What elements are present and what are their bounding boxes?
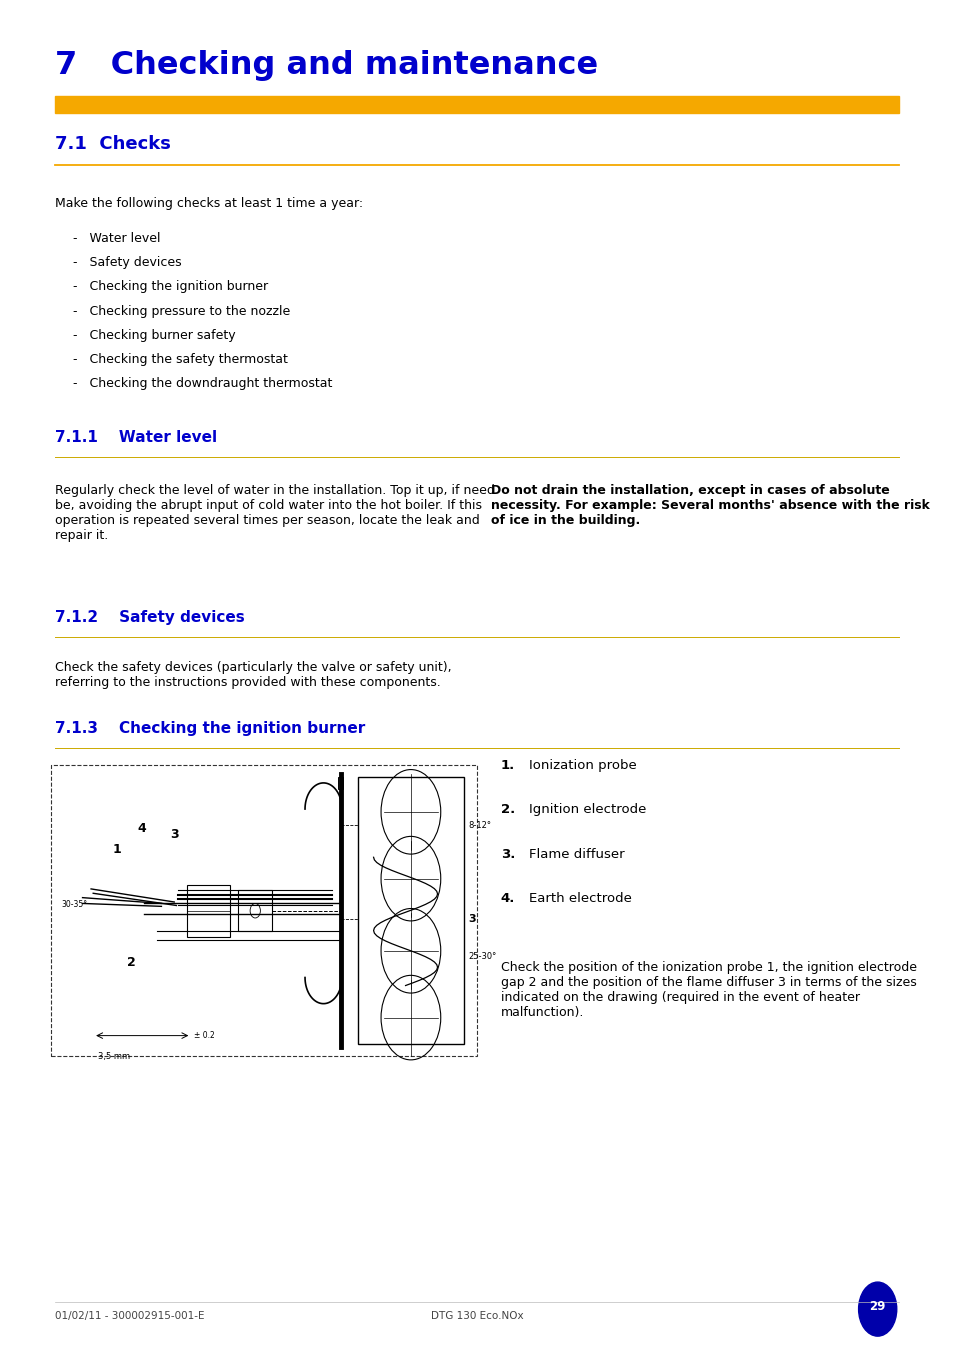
Text: Check the safety devices (particularly the valve or safety unit),
referring to t: Check the safety devices (particularly t… (55, 662, 452, 689)
Text: 3: 3 (170, 828, 178, 842)
Text: Flame diffuser: Flame diffuser (529, 848, 624, 861)
Text: 7.1  Checks: 7.1 Checks (55, 135, 171, 153)
Text: 30-35°: 30-35° (61, 900, 88, 909)
Text: 2: 2 (127, 957, 136, 969)
Text: 29: 29 (868, 1300, 885, 1313)
Text: 25-30°: 25-30° (468, 951, 496, 961)
Text: 01/02/11 - 300002915-001-E: 01/02/11 - 300002915-001-E (55, 1312, 205, 1321)
Bar (337, 777, 343, 789)
Text: Make the following checks at least 1 time a year:: Make the following checks at least 1 tim… (55, 197, 363, 211)
Text: -   Checking pressure to the nozzle: - Checking pressure to the nozzle (72, 304, 290, 317)
Text: 8-12°: 8-12° (468, 820, 491, 830)
Text: Ionization probe: Ionization probe (529, 759, 637, 771)
Text: Do not drain the installation, except in cases of absolute
necessity. For exampl: Do not drain the installation, except in… (491, 485, 929, 527)
Bar (238, 890, 272, 931)
Text: 7.1.2    Safety devices: 7.1.2 Safety devices (55, 611, 245, 626)
Text: -   Checking the ignition burner: - Checking the ignition burner (72, 281, 268, 293)
Text: 4.: 4. (500, 893, 515, 905)
Text: -   Water level: - Water level (72, 232, 160, 246)
Text: 3,5 mm: 3,5 mm (98, 1051, 130, 1061)
Text: 7.1.3    Checking the ignition burner: 7.1.3 Checking the ignition burner (55, 721, 365, 736)
Text: 7.1.1    Water level: 7.1.1 Water level (55, 431, 217, 446)
Text: -   Checking the downdraught thermostat: - Checking the downdraught thermostat (72, 377, 332, 389)
Text: Ignition electrode: Ignition electrode (529, 804, 646, 816)
Text: -   Safety devices: - Safety devices (72, 257, 181, 269)
Bar (55, 96, 898, 113)
Text: Regularly check the level of water in the installation. Top it up, if need
be, a: Regularly check the level of water in th… (55, 485, 495, 543)
Text: Earth electrode: Earth electrode (529, 893, 632, 905)
Circle shape (858, 1282, 896, 1336)
Text: 3.: 3. (500, 848, 515, 861)
Text: 2.: 2. (500, 804, 515, 816)
Text: ± 0.2: ± 0.2 (194, 1031, 214, 1040)
Text: 1.: 1. (500, 759, 515, 771)
Text: 4: 4 (138, 823, 147, 835)
Bar (357, 777, 464, 1044)
Text: -   Checking burner safety: - Checking burner safety (72, 328, 234, 342)
Text: Check the position of the ionization probe 1, the ignition electrode
gap 2 and t: Check the position of the ionization pro… (500, 962, 916, 1020)
Text: 7   Checking and maintenance: 7 Checking and maintenance (55, 50, 598, 81)
Text: 1: 1 (112, 843, 121, 855)
Bar (187, 885, 230, 936)
Text: DTG 130 Eco.NOx: DTG 130 Eco.NOx (430, 1312, 523, 1321)
Text: -   Checking the safety thermostat: - Checking the safety thermostat (72, 353, 287, 366)
Text: 3: 3 (468, 913, 476, 924)
